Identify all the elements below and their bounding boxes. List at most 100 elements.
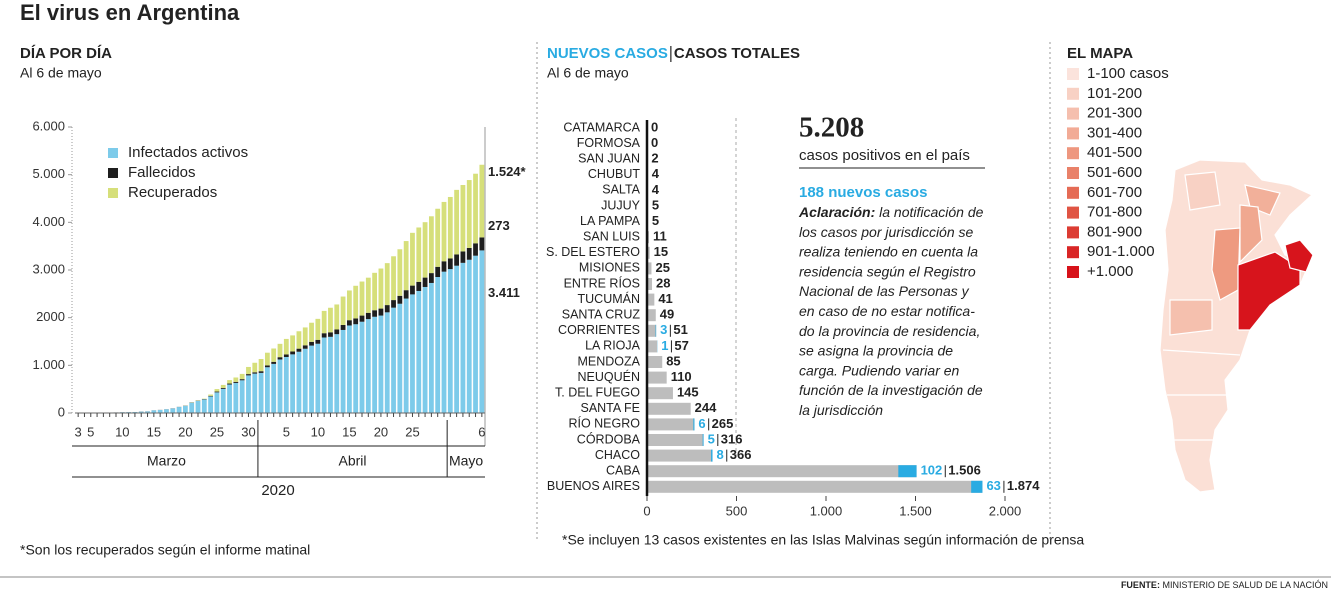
bar-segment — [271, 361, 277, 364]
legend-label: Fallecidos — [128, 164, 196, 181]
category-label: CÓRDOBA — [577, 431, 641, 446]
bar-segment — [334, 334, 340, 413]
bar-segment — [460, 251, 466, 263]
y-tick-label: 2000 — [36, 309, 65, 324]
month-label: Marzo — [147, 453, 186, 469]
value-label: 0 — [651, 135, 658, 150]
bar-segment — [410, 232, 415, 286]
bar-segment — [384, 305, 390, 313]
bar-segment — [208, 395, 214, 397]
bar-segment — [466, 247, 472, 260]
bar-segment — [428, 273, 434, 283]
bar-segment — [277, 357, 283, 360]
bar-segment — [428, 216, 434, 274]
bar-segment — [258, 372, 264, 413]
x-tick-label: 5 — [87, 424, 94, 439]
bar — [647, 340, 658, 353]
bar-segment — [473, 173, 478, 244]
value-label: 28 — [656, 275, 670, 290]
bar-segment — [365, 319, 371, 413]
bar-segment — [365, 312, 371, 320]
bar-new — [655, 324, 657, 337]
bar-new — [702, 434, 704, 446]
bar-segment — [422, 277, 428, 287]
note-text: carga. Pudiendo variar en — [799, 362, 960, 378]
value-label: 49 — [660, 307, 674, 322]
month-label: Mayo — [449, 453, 483, 469]
source-text: MINISTERIO DE SALUD DE LA NACIÓN — [1162, 580, 1328, 590]
note-text: los casos por jurisdicción se — [799, 224, 974, 240]
value-label: 273 — [488, 218, 510, 233]
category-label: MENDOZA — [578, 354, 641, 368]
category-label: FORMOSA — [577, 136, 641, 150]
bar-segment — [157, 409, 163, 413]
bar-segment — [378, 308, 384, 316]
year-label: 2020 — [261, 482, 294, 499]
map-province — [1237, 251, 1301, 331]
legend-swatch — [1067, 186, 1079, 199]
bar-segment — [447, 196, 453, 259]
subtitle: Al 6 de mayo — [547, 65, 629, 81]
bar-segment — [428, 282, 434, 413]
bar-segment — [189, 402, 195, 413]
value-label-new: 102 — [921, 463, 943, 478]
value-label: 3.411 — [488, 285, 520, 300]
bar-segment — [441, 271, 447, 413]
map-province — [1284, 239, 1314, 273]
legend-label: 201-300 — [1087, 105, 1142, 122]
legend-swatch — [108, 168, 118, 178]
category-label: SANTA CRUZ — [562, 307, 641, 321]
legend-swatch — [1067, 147, 1079, 160]
value-label: 5 — [652, 197, 659, 212]
bar — [647, 324, 657, 337]
bar-segment — [340, 296, 346, 325]
category-label: TUCUMÁN — [578, 291, 641, 306]
bar-segment — [447, 269, 453, 413]
note-label: Aclaración: — [798, 204, 875, 220]
category-label: S. DEL ESTERO — [546, 245, 640, 259]
legend-swatch — [1067, 87, 1079, 100]
bar-segment — [365, 277, 371, 313]
bar-segment — [227, 380, 232, 384]
bar-segment — [378, 315, 384, 413]
value-label: 25 — [655, 260, 669, 275]
category-label: CABA — [606, 463, 641, 477]
bar-segment — [214, 389, 220, 392]
note-line: se asigna la provincia de — [799, 342, 953, 358]
bar — [647, 262, 652, 275]
bar — [647, 434, 704, 446]
bar-segment — [410, 294, 415, 413]
bar-segment — [208, 396, 214, 413]
bar-segment — [328, 332, 333, 337]
map-title: EL MAPA — [1067, 45, 1133, 62]
category-label: ENTRE RÍOS — [564, 275, 640, 290]
value-label-new: 6 — [698, 416, 705, 431]
section-title: DÍA POR DÍA — [20, 45, 112, 62]
value-label: 2 — [651, 151, 658, 166]
bar-segment — [227, 384, 232, 413]
bar-segment — [220, 387, 226, 389]
legend-label: 1-100 casos — [1087, 65, 1169, 82]
bar-segment — [201, 399, 207, 413]
bar-segment — [416, 290, 422, 413]
map-province — [1211, 227, 1241, 301]
subtitle: Al 6 de mayo — [20, 65, 102, 81]
bar-segment — [208, 394, 214, 396]
bar-segment — [271, 363, 277, 413]
value-label: 4 — [652, 182, 660, 197]
bar — [647, 293, 655, 306]
callout-new: 188 nuevos casos — [799, 184, 927, 201]
bar-segment — [346, 325, 352, 413]
category-label: T. DEL FUEGO — [555, 385, 640, 399]
bar-segment — [441, 201, 447, 262]
bar-segment — [315, 318, 321, 340]
bar-segment — [214, 392, 220, 413]
x-tick-label: 15 — [147, 424, 161, 439]
note-text: función de la investigación de — [799, 382, 983, 398]
bar — [647, 387, 673, 400]
bar-segment — [302, 345, 308, 349]
category-label: SAN JUAN — [578, 151, 640, 165]
bar-segment — [416, 227, 422, 282]
source-label: FUENTE: — [1121, 580, 1160, 590]
bar-segment — [170, 408, 176, 413]
